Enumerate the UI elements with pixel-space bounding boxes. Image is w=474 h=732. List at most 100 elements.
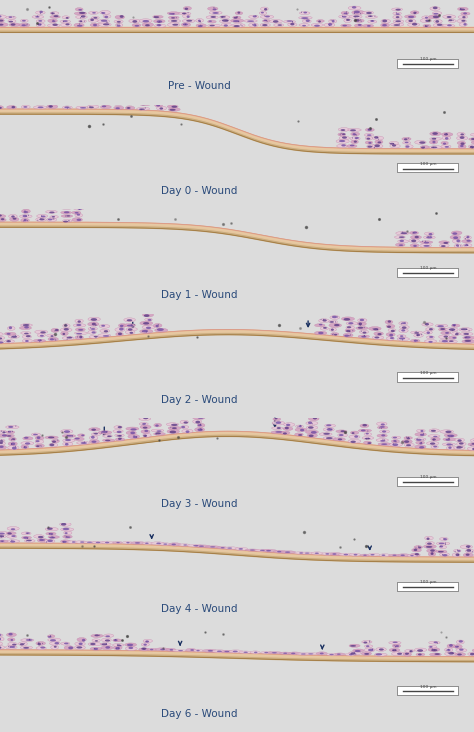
Ellipse shape xyxy=(233,651,238,652)
Ellipse shape xyxy=(61,528,74,531)
Ellipse shape xyxy=(178,650,183,651)
Ellipse shape xyxy=(0,97,7,100)
Ellipse shape xyxy=(7,333,10,335)
Ellipse shape xyxy=(103,102,107,105)
Ellipse shape xyxy=(65,23,70,26)
Ellipse shape xyxy=(382,20,387,23)
Ellipse shape xyxy=(0,439,5,442)
Ellipse shape xyxy=(404,440,409,443)
Ellipse shape xyxy=(457,132,465,136)
Ellipse shape xyxy=(44,539,55,543)
Ellipse shape xyxy=(427,549,437,553)
Ellipse shape xyxy=(64,643,69,644)
Ellipse shape xyxy=(18,642,27,646)
Ellipse shape xyxy=(427,537,429,540)
Ellipse shape xyxy=(364,433,372,436)
Circle shape xyxy=(40,340,41,341)
Circle shape xyxy=(107,21,108,23)
Circle shape xyxy=(109,95,110,97)
Ellipse shape xyxy=(388,329,396,332)
Ellipse shape xyxy=(63,324,70,328)
Ellipse shape xyxy=(212,650,226,653)
Ellipse shape xyxy=(445,137,448,140)
Ellipse shape xyxy=(89,335,99,338)
Ellipse shape xyxy=(0,18,4,23)
Ellipse shape xyxy=(48,105,53,108)
Ellipse shape xyxy=(116,542,120,543)
Ellipse shape xyxy=(101,643,107,646)
Circle shape xyxy=(412,232,413,234)
Ellipse shape xyxy=(247,20,254,22)
Ellipse shape xyxy=(346,19,350,21)
Ellipse shape xyxy=(7,97,18,101)
Ellipse shape xyxy=(0,94,3,95)
Circle shape xyxy=(395,646,396,647)
Ellipse shape xyxy=(190,649,194,651)
Ellipse shape xyxy=(75,7,83,11)
Ellipse shape xyxy=(49,97,57,100)
Ellipse shape xyxy=(326,437,333,439)
Ellipse shape xyxy=(95,640,98,642)
Ellipse shape xyxy=(11,438,15,440)
Ellipse shape xyxy=(273,550,286,553)
Ellipse shape xyxy=(8,446,19,449)
Ellipse shape xyxy=(382,554,385,556)
Ellipse shape xyxy=(466,549,471,552)
Ellipse shape xyxy=(91,332,96,334)
Ellipse shape xyxy=(452,232,457,235)
Ellipse shape xyxy=(179,12,191,15)
Ellipse shape xyxy=(118,332,122,335)
Ellipse shape xyxy=(0,89,8,92)
Circle shape xyxy=(25,206,26,207)
Ellipse shape xyxy=(0,440,3,441)
Ellipse shape xyxy=(302,20,311,23)
Ellipse shape xyxy=(140,425,151,429)
Circle shape xyxy=(117,643,118,645)
Ellipse shape xyxy=(262,24,268,26)
Ellipse shape xyxy=(103,15,111,18)
Ellipse shape xyxy=(329,328,337,332)
Ellipse shape xyxy=(139,108,145,110)
Ellipse shape xyxy=(35,92,43,97)
Ellipse shape xyxy=(279,652,291,654)
Circle shape xyxy=(433,146,434,148)
Ellipse shape xyxy=(24,207,29,209)
Ellipse shape xyxy=(315,553,319,554)
Ellipse shape xyxy=(456,442,466,446)
Ellipse shape xyxy=(63,106,72,109)
Ellipse shape xyxy=(405,145,413,149)
Ellipse shape xyxy=(196,23,206,27)
Ellipse shape xyxy=(13,217,17,220)
Ellipse shape xyxy=(128,328,133,331)
Circle shape xyxy=(360,19,361,20)
Ellipse shape xyxy=(135,542,140,544)
Ellipse shape xyxy=(144,643,147,646)
Ellipse shape xyxy=(386,324,395,328)
Ellipse shape xyxy=(354,141,357,143)
Ellipse shape xyxy=(448,19,453,21)
Circle shape xyxy=(413,232,414,234)
Ellipse shape xyxy=(24,446,27,449)
Circle shape xyxy=(369,641,370,643)
Circle shape xyxy=(350,335,351,336)
Ellipse shape xyxy=(8,431,11,433)
Ellipse shape xyxy=(409,20,413,22)
Ellipse shape xyxy=(429,328,433,330)
Ellipse shape xyxy=(9,102,17,105)
Ellipse shape xyxy=(24,326,29,329)
Ellipse shape xyxy=(423,545,436,548)
Ellipse shape xyxy=(265,15,270,18)
Ellipse shape xyxy=(68,646,73,649)
Ellipse shape xyxy=(401,554,405,556)
Ellipse shape xyxy=(94,101,97,104)
Ellipse shape xyxy=(433,23,444,27)
Ellipse shape xyxy=(456,239,460,242)
Ellipse shape xyxy=(196,18,203,23)
Ellipse shape xyxy=(308,426,314,429)
Ellipse shape xyxy=(35,436,44,440)
Ellipse shape xyxy=(23,324,29,326)
Ellipse shape xyxy=(21,332,31,335)
Circle shape xyxy=(470,550,471,552)
Ellipse shape xyxy=(91,328,95,330)
Circle shape xyxy=(292,21,293,23)
